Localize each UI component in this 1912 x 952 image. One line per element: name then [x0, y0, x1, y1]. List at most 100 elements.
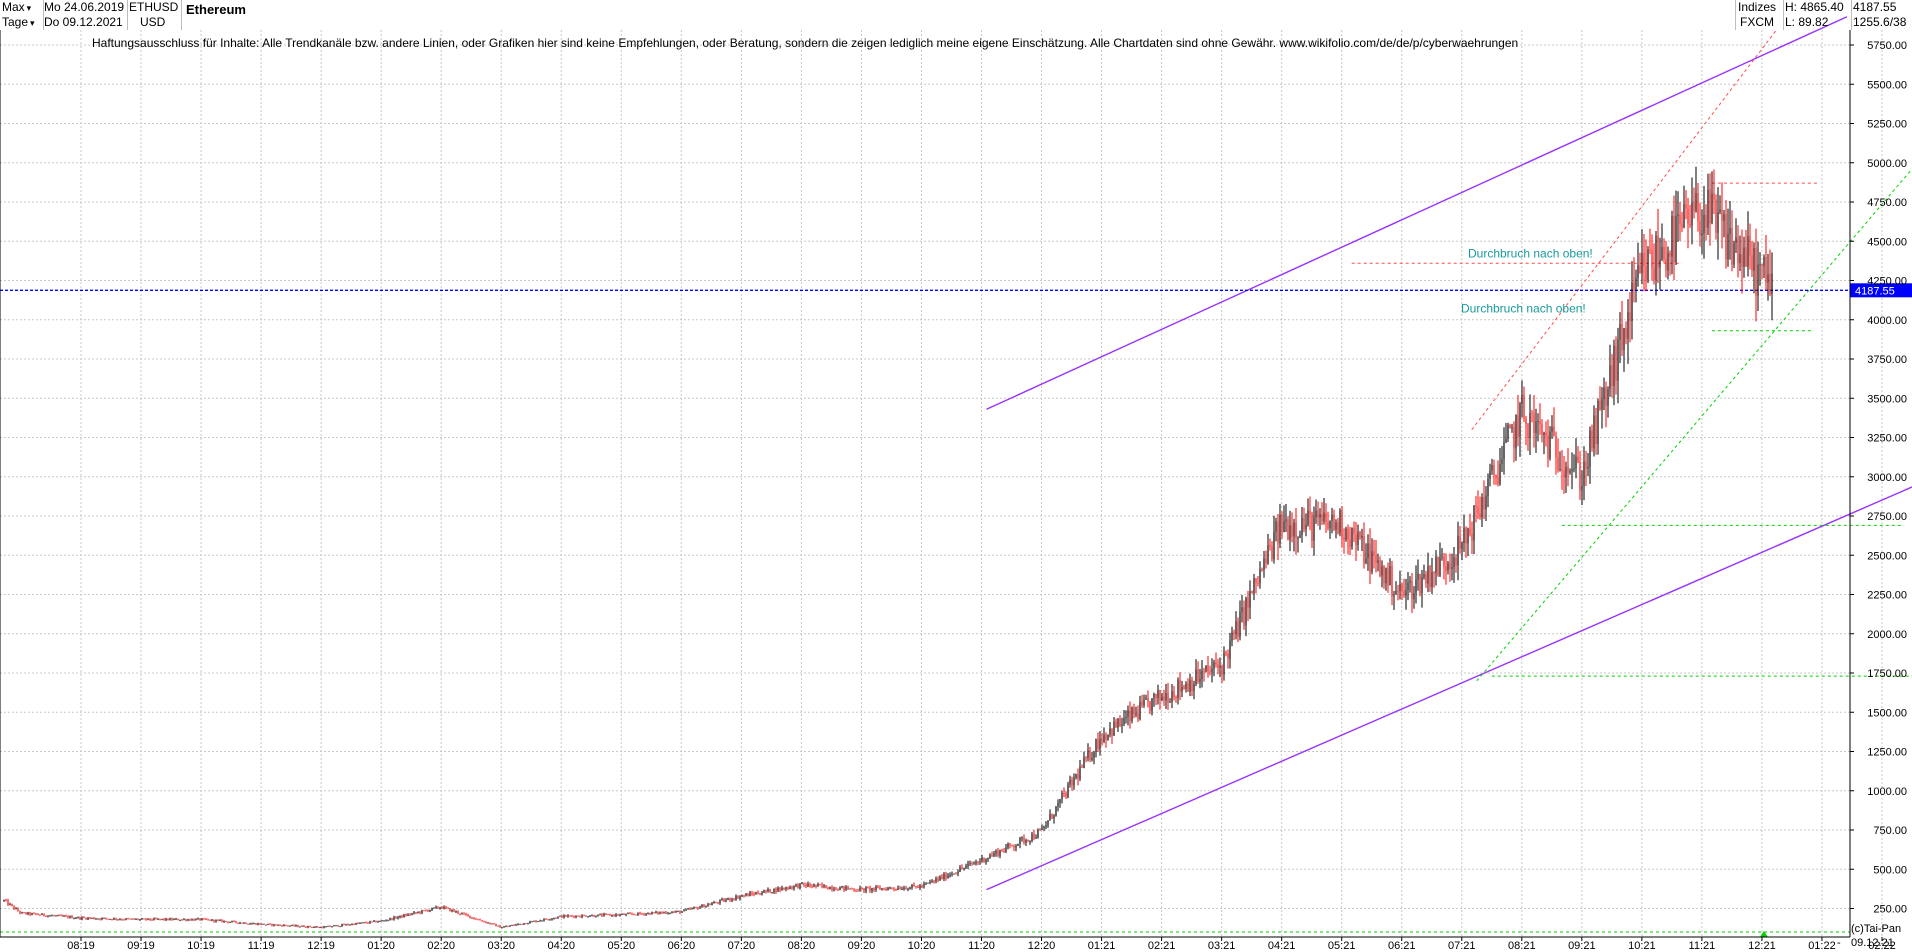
- candle-body: [885, 888, 887, 891]
- candle-body: [671, 911, 673, 914]
- candle-body: [1495, 475, 1497, 478]
- candle-body: [1349, 539, 1351, 548]
- candle-body: [1401, 584, 1403, 591]
- candle-body: [1287, 519, 1289, 540]
- candle-body: [335, 925, 337, 927]
- candle-body: [695, 907, 697, 909]
- candle-body: [513, 924, 515, 926]
- candle-body: [1111, 728, 1113, 736]
- candle-body: [21, 912, 23, 914]
- x-tick-label: 11:21: [1689, 940, 1716, 952]
- candle-body: [833, 888, 835, 890]
- candle-body: [229, 921, 231, 923]
- candle-body: [1043, 826, 1045, 829]
- candle-body: [1193, 683, 1195, 691]
- candle-body: [1415, 579, 1417, 594]
- candle-body: [199, 918, 201, 921]
- candle-body: [1585, 461, 1587, 469]
- candle-body: [1649, 249, 1651, 251]
- candle-body: [1599, 400, 1601, 410]
- candle-body: [1723, 214, 1725, 221]
- x-tick-label: 03:21: [1208, 940, 1236, 952]
- candle-body: [1347, 528, 1349, 540]
- header-cell-symbol: ETHUSD USD: [128, 0, 182, 30]
- candle-body: [83, 917, 85, 919]
- candle-body: [1695, 193, 1697, 211]
- candle-body: [907, 889, 909, 891]
- candle-body: [391, 918, 393, 920]
- candle-body: [1315, 510, 1317, 517]
- candle-body: [615, 914, 617, 916]
- candle-body: [1453, 557, 1455, 568]
- candle-body: [1225, 652, 1227, 654]
- candle-body: [1069, 779, 1071, 785]
- header-cell-source: Indizes FXCM: [1736, 0, 1784, 30]
- candle-body: [1751, 255, 1753, 271]
- candle-body: [1173, 691, 1175, 697]
- candle-body: [321, 927, 323, 929]
- candle-body: [1435, 556, 1437, 574]
- candle-body: [1589, 430, 1591, 467]
- candle-body: [1127, 710, 1129, 717]
- candle-body: [1529, 412, 1531, 438]
- candle-body: [611, 914, 613, 916]
- candle-body: [531, 921, 533, 923]
- candle-body: [447, 907, 449, 909]
- candle-body: [309, 925, 311, 927]
- candle-body: [877, 886, 879, 888]
- candle-body: [329, 925, 331, 927]
- candle-body: [771, 892, 773, 894]
- x-tick-label: 10:19: [187, 940, 215, 952]
- candle-body: [247, 923, 249, 925]
- candle-body: [465, 913, 467, 915]
- candle-body: [1555, 436, 1557, 458]
- candle-body: [97, 918, 99, 920]
- candle-body: [813, 884, 815, 887]
- copyright-label: (c)Tai-Pan: [1851, 923, 1902, 935]
- candle-body: [1185, 683, 1187, 689]
- candle-body: [193, 919, 195, 921]
- x-tick-label: 07:20: [728, 940, 756, 952]
- candle-body: [49, 915, 51, 917]
- candle-body: [475, 918, 477, 920]
- candle-body: [871, 888, 873, 891]
- candle-body: [131, 918, 133, 920]
- candle-body: [1015, 846, 1017, 848]
- candle-body: [1617, 339, 1619, 381]
- candle-body: [1059, 799, 1061, 804]
- candle-body: [1541, 424, 1543, 436]
- header-cell-range[interactable]: Max Tage: [0, 0, 44, 30]
- candle-body: [451, 909, 453, 912]
- candle-body: [617, 914, 619, 916]
- candle-body: [1323, 512, 1325, 522]
- candle-body: [1623, 328, 1625, 351]
- x-tick-label: 01:22: [1808, 940, 1836, 952]
- candle-body: [77, 916, 79, 918]
- candle-body: [545, 918, 547, 920]
- candle-body: [1073, 777, 1075, 786]
- candle-body: [95, 918, 97, 920]
- candle-body: [363, 922, 365, 924]
- candle-body: [769, 889, 771, 893]
- candle-body: [1165, 692, 1167, 701]
- candle-body: [1431, 572, 1433, 588]
- candle-body: [1517, 415, 1519, 437]
- candle-body: [1605, 387, 1607, 406]
- candle-body: [1005, 847, 1007, 852]
- candle-body: [421, 910, 423, 913]
- candlestick-series: [3, 166, 1773, 929]
- candle-body: [1329, 520, 1331, 529]
- candle-body: [1583, 461, 1585, 486]
- candle-body: [381, 920, 383, 922]
- candle-body: [81, 917, 83, 920]
- range-select[interactable]: Max: [2, 0, 31, 16]
- candle-body: [389, 918, 391, 920]
- candle-body: [645, 913, 647, 915]
- candle-body: [1141, 701, 1143, 706]
- candle-body: [487, 922, 489, 924]
- candle-body: [897, 887, 899, 890]
- period-select[interactable]: Tage: [2, 15, 35, 31]
- candle-body: [543, 918, 545, 921]
- candle-body: [1285, 519, 1287, 522]
